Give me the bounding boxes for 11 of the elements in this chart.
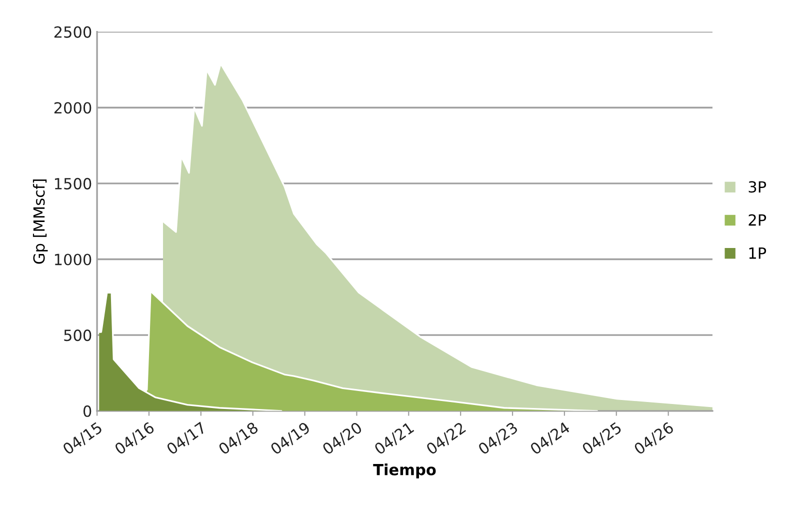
y-axis-title: Gp [MMscf] [32,179,48,264]
y-tick-label: 1000 [54,254,92,266]
x-axis-title: Tiempo [373,464,436,478]
y-tick-label: 1500 [54,178,92,190]
y-tick-label: 500 [64,330,92,342]
y-tick-label: 2000 [54,102,92,114]
legend-label: 3P [748,181,766,193]
y-tick-label: 2500 [54,26,92,38]
legend-label: 1P [749,248,766,259]
legend-label: 2P [748,214,766,226]
y-tick-label: 0 [83,405,92,417]
